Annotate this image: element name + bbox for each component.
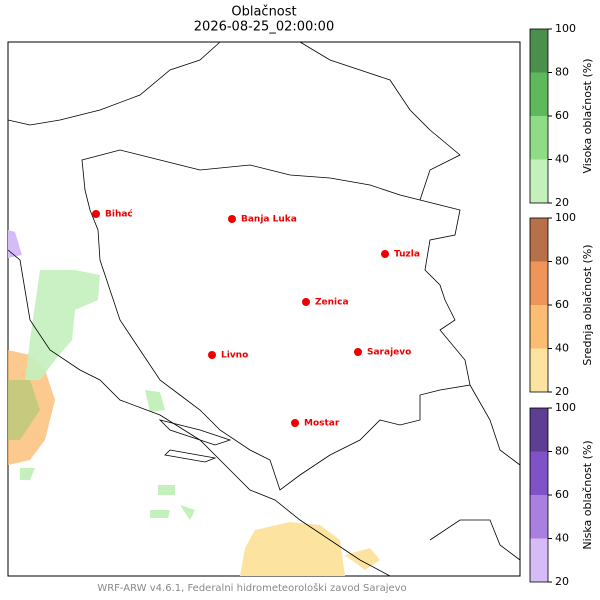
city-marker — [228, 215, 236, 223]
colorbars: 20 40 60 80 100 Visoka oblačnost (%) 20 40 60 80 1… — [529, 22, 594, 588]
colorbar-tick-label: 40 — [555, 153, 569, 166]
city-label: Mostar — [304, 419, 340, 429]
colorbar-label: Srednja oblačnost (%) — [581, 244, 594, 365]
colorbar-tick-label: 40 — [555, 342, 569, 355]
colorbar-label: Niska oblačnost (%) — [581, 440, 594, 549]
colorbar-tick-label: 100 — [555, 401, 576, 414]
colorbar-segment — [530, 29, 548, 73]
city-label: Zenica — [315, 298, 349, 308]
colorbar-tick-label: 80 — [555, 255, 569, 268]
map-timestamp: 2026-08-25_02:00:00 — [194, 20, 334, 35]
colorbar-tick-label: 20 — [555, 196, 569, 209]
map-frame — [7, 41, 521, 577]
colorbar-segment — [530, 495, 548, 539]
map-area: Bihać Banja Luka Tuzla Zenica Livno Sarajevo M… — [7, 41, 521, 577]
cities: Bihać Banja Luka Tuzla Zenica Livno Sarajevo M… — [92, 209, 420, 429]
cloud-fields — [8, 230, 380, 576]
city-label: Tuzla — [394, 250, 420, 260]
borders — [7, 41, 521, 577]
colorbar-segment — [530, 538, 548, 582]
colorbar-tick-label: 60 — [555, 298, 569, 311]
colorbar-segment — [530, 261, 548, 305]
colorbar-segment — [530, 305, 548, 349]
city-marker — [92, 210, 100, 218]
colorbar-tick-label: 80 — [555, 66, 569, 79]
city-marker — [354, 348, 362, 356]
city-label: Livno — [221, 351, 248, 361]
colorbar-segment — [530, 408, 548, 452]
colorbar-tick-label: 20 — [555, 575, 569, 588]
city-marker — [208, 351, 216, 359]
city-label: Banja Luka — [241, 215, 297, 225]
colorbar-tick-label: 80 — [555, 445, 569, 458]
colorbar-tick-label: 60 — [555, 109, 569, 122]
footer: WRF-ARW v4.6.1, Federalni hidrometeorolo… — [97, 582, 406, 594]
colorbar-tick-label: 20 — [555, 385, 569, 398]
colorbar-label: Visoka oblačnost (%) — [581, 58, 594, 173]
colorbar-tick-label: 100 — [555, 22, 576, 35]
colorbar-segment — [530, 116, 548, 160]
city-label: Bihać — [105, 209, 133, 220]
colorbar-segment — [530, 348, 548, 392]
colorbar-segment — [530, 218, 548, 262]
city-marker — [291, 419, 299, 427]
city-label: Sarajevo — [367, 348, 411, 358]
city-marker — [381, 250, 389, 258]
city-marker — [302, 298, 310, 306]
colorbar-tick-label: 60 — [555, 488, 569, 501]
colorbar-tick-label: 40 — [555, 532, 569, 545]
colorbar-tick-label: 100 — [555, 211, 576, 224]
colorbar-segment — [530, 159, 548, 203]
map-title: Oblačnost — [231, 5, 296, 20]
colorbar-segment — [530, 451, 548, 495]
colorbar-segment — [530, 72, 548, 116]
